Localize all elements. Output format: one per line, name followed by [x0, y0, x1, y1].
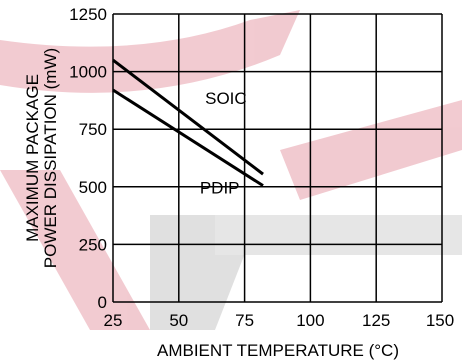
x-tick-label: 100 [296, 311, 324, 330]
x-tick-label: 125 [362, 311, 390, 330]
y-tick-label: 1000 [69, 63, 107, 82]
x-tick-label: 50 [169, 311, 188, 330]
watermark [0, 10, 462, 330]
y-tick-label: 500 [79, 178, 107, 197]
series-line-soic [112, 58, 264, 176]
y-tick-label: 1250 [69, 5, 107, 24]
grid [112, 13, 443, 303]
y-tick-label: 750 [79, 120, 107, 139]
series-line-pdip [112, 88, 264, 187]
x-tick-labels: 25 50 75 100 125 150 [104, 311, 455, 330]
y-axis-title-line2: POWER DISSIPATION (mW) [41, 48, 60, 268]
series-label-pdip: PDIP [200, 179, 240, 198]
x-axis-title: AMBIENT TEMPERATURE (°C) [157, 341, 399, 360]
series-lines [112, 58, 264, 187]
series-label-soic: SOIC [205, 89, 247, 108]
y-tick-label: 250 [79, 235, 107, 254]
y-tick-labels: 0 250 500 750 1000 1250 [69, 5, 107, 312]
y-tick-label: 0 [98, 293, 107, 312]
x-tick-label: 25 [104, 311, 123, 330]
y-axis-title-line1: MAXIMUM PACKAGE [23, 74, 42, 242]
x-tick-label: 150 [426, 311, 454, 330]
x-tick-label: 75 [235, 311, 254, 330]
